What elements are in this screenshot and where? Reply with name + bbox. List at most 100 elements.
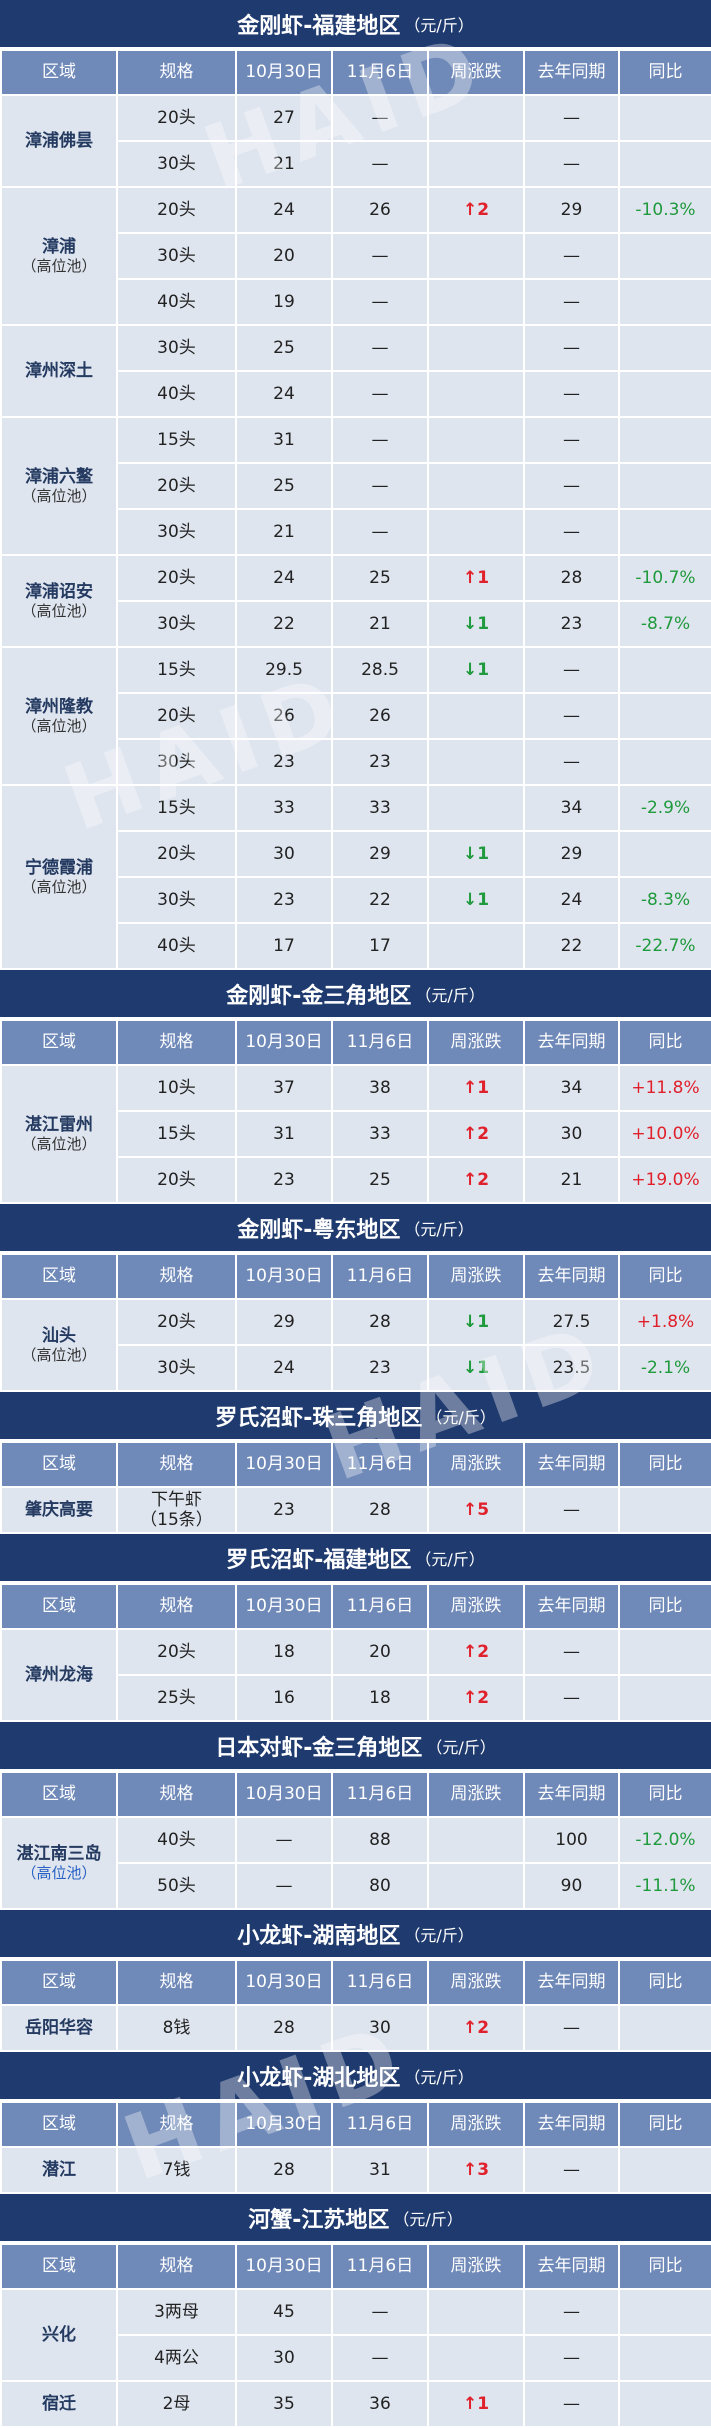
cell: [427, 324, 525, 372]
region-note: （高位池）: [21, 1864, 97, 1883]
cell: 26: [331, 692, 429, 740]
cell: 45: [235, 2288, 333, 2336]
cell: 24: [235, 370, 333, 418]
region-cell: 汕头 （高位池）: [0, 1298, 118, 1392]
cell: [427, 278, 525, 326]
column-header: 区域: [0, 2101, 118, 2148]
cell-value: -8.3%: [640, 889, 691, 910]
cell: 10头: [116, 1064, 237, 1112]
cell: —: [523, 738, 620, 786]
cell: 25: [331, 554, 429, 602]
cell: 50头: [116, 1862, 237, 1910]
column-header: 10月30日: [235, 2101, 333, 2148]
cell: 20头: [116, 692, 237, 740]
price-table: 区域 规格 10月30日 11月6日 周涨跌 去年同期 同比 湛江雷州 （高位池） 10头 37 38…: [0, 1019, 711, 1204]
cell-value: 20头: [157, 567, 196, 588]
column-header: 10月30日: [235, 2243, 333, 2290]
header-row: 区域 规格 10月30日 11月6日 周涨跌 去年同期 同比: [0, 1959, 711, 2006]
cell-value: 29: [369, 843, 391, 864]
region-name: 宿迁: [42, 2393, 76, 2414]
header-row: 区域 规格 10月30日 11月6日 周涨跌 去年同期 同比: [0, 1441, 711, 1488]
section-title: 罗氏沼虾-珠三角地区 （元/斤）: [0, 1392, 711, 1441]
cell: 20头: [116, 1156, 237, 1204]
cell-value: 20头: [157, 107, 196, 128]
region-note: （高位池）: [21, 1346, 97, 1365]
cell-value: 20头: [157, 843, 196, 864]
cell: [427, 1862, 525, 1910]
cell-value: —: [563, 1641, 580, 1662]
cell: 25头: [116, 1674, 237, 1722]
cell-value: -2.1%: [640, 1357, 691, 1378]
cell-value: -11.1%: [635, 1875, 696, 1896]
data-row: 20头 26 26 —: [1, 692, 711, 740]
cell: 40头: [116, 922, 237, 970]
column-header: 规格: [116, 1771, 237, 1818]
cell-value: ↑1: [462, 2393, 490, 2414]
region-note: （高位池）: [21, 878, 97, 897]
cell-value: 20头: [157, 705, 196, 726]
data-row: 4两公 30 — —: [1, 2334, 711, 2382]
cell: 20头: [116, 1628, 237, 1676]
cell-value: 37: [273, 1077, 295, 1098]
cell: —: [523, 324, 620, 372]
cell: 25: [235, 324, 333, 372]
cell-value: -22.7%: [635, 935, 696, 956]
cell: [618, 2380, 711, 2428]
column-header: 同比: [618, 1583, 711, 1630]
cell: 20头: [116, 830, 237, 878]
cell-value: 24: [273, 383, 295, 404]
title-text: 日本对虾-金三角地区: [215, 1735, 423, 1761]
cell: 30头: [116, 1344, 237, 1392]
region-cell: 宿迁: [0, 2380, 118, 2428]
cell-value: 40头: [157, 291, 196, 312]
column-header: 周涨跌: [427, 2101, 525, 2148]
cell-value: 33: [369, 797, 391, 818]
cell: [427, 232, 525, 280]
data-row: 漳浦六鳌 （高位池） 15头 31 — —: [0, 416, 711, 556]
cell-value: ↓1: [462, 843, 490, 864]
cell-value: 23: [273, 1169, 295, 1190]
column-header: 规格: [116, 1253, 237, 1300]
cell: 24: [235, 554, 333, 602]
region-cell: 漳州龙海: [0, 1628, 118, 1722]
cell: 2母: [116, 2380, 237, 2428]
column-header: 去年同期: [523, 1583, 620, 1630]
data-row: 20头 23 25 ↑2 21 +19.0%: [1, 1156, 711, 1204]
cell: 38: [331, 1064, 429, 1112]
cell: 15头: [116, 1110, 237, 1158]
cell: 18: [331, 1674, 429, 1722]
data-row: 15头 31 33 ↑2 30 +10.0%: [1, 1110, 711, 1158]
cell-value: —: [563, 153, 580, 174]
column-header: 周涨跌: [427, 49, 525, 96]
cell: ↑2: [427, 1628, 525, 1676]
section-title: 小龙虾-湖南地区 （元/斤）: [0, 1910, 711, 1959]
title-text: 罗氏沼虾-珠三角地区: [215, 1405, 423, 1431]
column-header: 去年同期: [523, 1253, 620, 1300]
region-cell: 漳浦 （高位池）: [0, 186, 118, 326]
cell: 28: [523, 554, 620, 602]
cell: 15头: [116, 784, 237, 832]
cell-value: 20头: [157, 199, 196, 220]
column-header: 同比: [618, 1253, 711, 1300]
cell: —: [523, 692, 620, 740]
cell-value: —: [563, 659, 580, 680]
cell: [427, 692, 525, 740]
cell: —: [523, 370, 620, 418]
cell: [618, 830, 711, 878]
data-row: 25头 16 18 ↑2 —: [1, 1674, 711, 1722]
cell-value: 28: [369, 1499, 391, 1520]
cell: ↑2: [427, 1110, 525, 1158]
cell-value: —: [563, 291, 580, 312]
unit: （元/斤）: [404, 1219, 474, 1239]
data-row: 湛江雷州 （高位池） 10头 37 38 ↑1 34 +11.8%: [0, 1064, 711, 1204]
cell-value: —: [563, 429, 580, 450]
cell: 33: [331, 1110, 429, 1158]
cell: 17: [331, 922, 429, 970]
cell-value: 36: [369, 2393, 391, 2414]
data-row: 30头 21 — —: [1, 508, 711, 556]
cell: [618, 2334, 711, 2382]
cell: -12.0%: [618, 1816, 711, 1864]
cell: 16: [235, 1674, 333, 1722]
cell: —: [523, 416, 620, 464]
cell: [427, 2288, 525, 2336]
